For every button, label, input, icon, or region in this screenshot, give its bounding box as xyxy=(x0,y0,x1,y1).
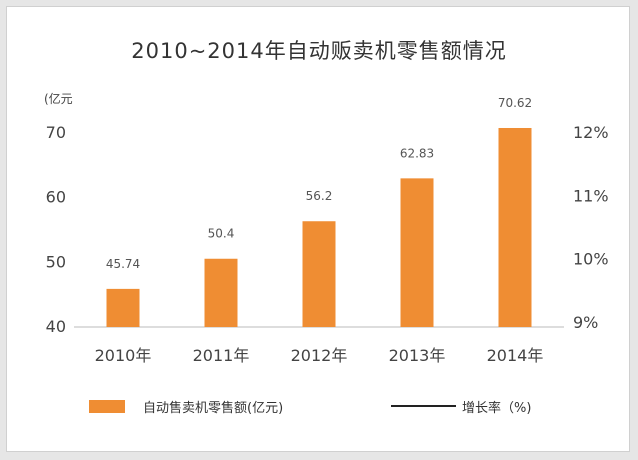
bar-3 xyxy=(400,178,434,327)
x-tick-label-4: 2014年 xyxy=(487,346,544,365)
y2-tick-label-0: 9% xyxy=(573,313,598,332)
y-tick-label-2: 60 xyxy=(46,188,66,207)
bar-2 xyxy=(302,221,336,327)
x-tick-label-2: 2012年 xyxy=(291,346,348,365)
legend-bar-swatch xyxy=(89,400,125,413)
data-label-0: 45.74 xyxy=(106,257,140,271)
data-label-2: 56.2 xyxy=(306,189,333,203)
y-tick-label-1: 50 xyxy=(46,252,66,271)
x-tick-label-1: 2011年 xyxy=(193,346,250,365)
bar-0 xyxy=(106,288,140,327)
data-label-3: 62.83 xyxy=(400,146,434,160)
x-tick-label-3: 2013年 xyxy=(389,346,446,365)
y2-tick-label-2: 11% xyxy=(573,186,609,205)
data-labels: 45.74 50.4 56.2 62.83 70.62 xyxy=(106,96,532,271)
data-label-4: 70.62 xyxy=(498,96,532,110)
bar-1 xyxy=(204,258,238,327)
y-tick-label-0: 40 xyxy=(46,317,66,336)
x-axis-ticks: 2010年 2011年 2012年 2013年 2014年 xyxy=(95,346,544,365)
data-label-1: 50.4 xyxy=(208,227,235,241)
y-axis-ticks: 40 50 60 70 xyxy=(46,123,66,336)
legend-bar-label: 自动售卖机零售额(亿元) xyxy=(143,400,283,416)
bars xyxy=(106,127,532,328)
legend: 自动售卖机零售额(亿元) 增长率（%) xyxy=(89,400,531,416)
y-axis-unit: (亿元 xyxy=(44,91,73,106)
y-tick-label-3: 70 xyxy=(46,123,66,142)
y2-axis-ticks: 9% 10% 11% 12% xyxy=(573,123,609,332)
y2-tick-label-3: 12% xyxy=(573,123,609,142)
bar-4 xyxy=(498,127,532,328)
x-tick-label-0: 2010年 xyxy=(95,346,152,365)
y2-tick-label-1: 10% xyxy=(573,250,609,269)
legend-line-label: 增长率（%) xyxy=(462,400,531,416)
chart-title: 2010~2014年自动贩卖机零售额情况 xyxy=(131,39,506,63)
